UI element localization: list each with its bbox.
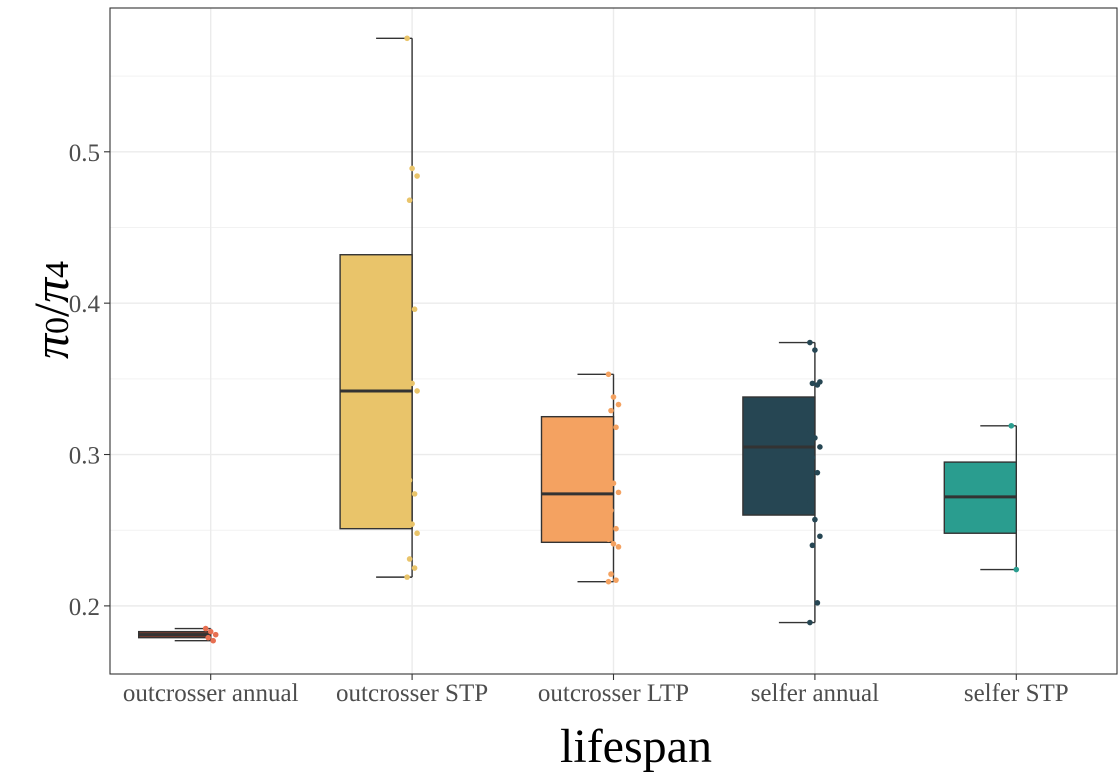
data-point	[404, 35, 410, 42]
box-2	[339, 35, 420, 580]
y-tick-label: 0.4	[69, 291, 101, 318]
y-tick-label: 0.5	[69, 140, 100, 167]
data-point	[605, 371, 612, 378]
data-point	[1008, 422, 1015, 429]
data-point	[605, 460, 612, 467]
y-axis-ticks: 0.2 0.3 0.4 0.5	[69, 140, 110, 621]
data-point	[212, 631, 219, 638]
data-point	[807, 498, 813, 505]
data-point	[817, 444, 823, 450]
data-point	[404, 574, 410, 580]
data-point	[409, 380, 415, 387]
data-point	[610, 394, 617, 400]
data-point	[207, 628, 214, 635]
data-point	[814, 382, 821, 388]
data-point	[406, 197, 413, 204]
data-point	[608, 407, 614, 414]
data-point	[605, 578, 612, 585]
y-tick-label: 0.2	[69, 594, 100, 621]
data-point	[610, 480, 617, 487]
data-point	[406, 556, 413, 562]
box-3	[540, 371, 622, 585]
y-axis-title-pi: π	[23, 276, 79, 303]
box-body	[540, 415, 615, 544]
x-axis-ticks: outcrosser annual outcrosser STP outcrosse…	[123, 674, 1069, 707]
x-tick-label: outcrosser annual	[123, 680, 299, 707]
data-point	[814, 600, 821, 606]
data-point	[404, 335, 410, 341]
data-point	[404, 506, 410, 512]
data-point	[615, 544, 622, 550]
box-5	[943, 422, 1020, 573]
data-point	[202, 625, 209, 632]
data-point	[809, 380, 816, 387]
box-1	[137, 625, 219, 644]
y-tick-label: 0.3	[69, 443, 100, 470]
data-point	[817, 533, 823, 540]
data-point	[409, 165, 415, 172]
y-axis-title-sub4: 4	[39, 261, 76, 278]
data-point	[809, 454, 816, 461]
data-point	[411, 491, 418, 497]
data-point	[615, 401, 622, 408]
data-point	[406, 477, 413, 484]
box-body	[742, 396, 816, 516]
y-axis-title-sub0: 0	[39, 317, 76, 334]
data-point	[605, 536, 612, 543]
data-point	[615, 489, 622, 496]
data-point	[610, 541, 617, 547]
data-point	[608, 507, 614, 514]
box-4	[742, 339, 823, 626]
data-point	[210, 637, 216, 644]
data-point	[414, 530, 420, 537]
y-axis-title-slash: /	[23, 303, 79, 317]
y-axis-title-pi: π	[23, 332, 79, 359]
data-point	[414, 173, 420, 179]
data-point	[807, 339, 813, 346]
data-point	[809, 542, 816, 549]
data-point	[409, 521, 415, 527]
data-point	[411, 306, 418, 313]
data-point	[613, 424, 619, 431]
x-axis-title: lifespan	[560, 720, 712, 772]
data-point	[613, 525, 619, 532]
data-point	[608, 571, 614, 577]
x-tick-label: selfer STP	[964, 680, 1069, 707]
y-axis-title: π0/π4	[23, 261, 79, 359]
x-tick-label: outcrosser STP	[336, 680, 488, 707]
box-series	[137, 35, 1020, 644]
data-point	[812, 435, 818, 441]
data-point	[414, 388, 420, 394]
data-point	[812, 516, 818, 523]
data-point	[807, 427, 813, 434]
data-point	[1013, 566, 1020, 573]
x-tick-label: selfer annual	[751, 680, 879, 707]
data-point	[814, 469, 821, 476]
data-point	[411, 565, 418, 571]
x-tick-label: outcrosser LTP	[538, 680, 689, 707]
data-point	[807, 619, 813, 626]
data-point	[205, 634, 211, 641]
data-point	[613, 577, 619, 583]
data-point	[812, 347, 818, 353]
